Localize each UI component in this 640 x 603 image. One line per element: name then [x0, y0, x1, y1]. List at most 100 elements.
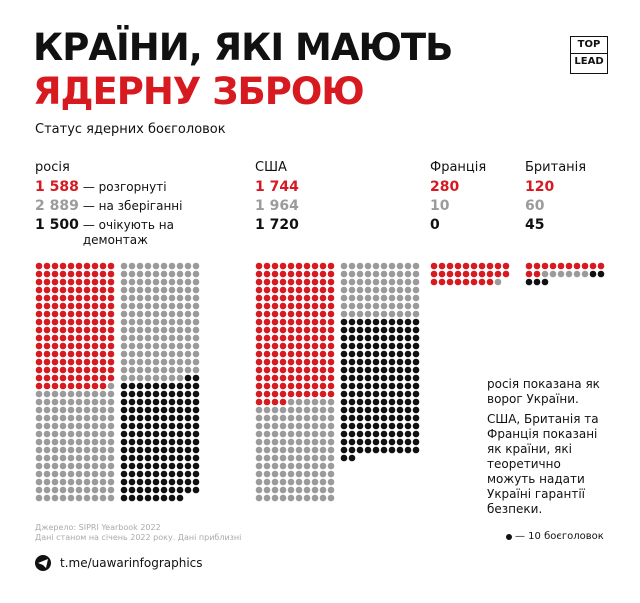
warhead-dot	[67, 310, 75, 318]
country-name: США	[255, 160, 287, 175]
warhead-dot	[75, 454, 83, 462]
warhead-dot	[35, 406, 43, 414]
warhead-dot	[340, 366, 348, 374]
warhead-dot	[319, 454, 327, 462]
warhead-dot	[303, 318, 311, 326]
warhead-dot	[51, 446, 59, 454]
warhead-dot	[83, 462, 91, 470]
stat-value: 2 889	[35, 198, 79, 214]
warhead-dot	[340, 390, 348, 398]
legend: — 10 боєголовок	[515, 531, 604, 542]
warhead-dot	[348, 414, 356, 422]
warhead-dot	[176, 342, 184, 350]
warhead-dot	[311, 462, 319, 470]
warhead-dot	[67, 438, 75, 446]
country-name: Франція	[430, 160, 487, 175]
warhead-dot	[168, 422, 176, 430]
warhead-dot	[412, 310, 420, 318]
warhead-dot	[279, 262, 287, 270]
warhead-dot	[396, 262, 404, 270]
warhead-dot	[91, 494, 99, 502]
warhead-dot	[136, 342, 144, 350]
warhead-dot	[184, 294, 192, 302]
warhead-dot	[192, 262, 200, 270]
warhead-dot	[144, 342, 152, 350]
warhead-dot	[160, 454, 168, 462]
warhead-dot	[91, 462, 99, 470]
warhead-dot	[91, 486, 99, 494]
warhead-dot	[404, 422, 412, 430]
warhead-dot	[35, 382, 43, 390]
warhead-dot	[348, 342, 356, 350]
warhead-dot	[303, 486, 311, 494]
warhead-dot	[120, 446, 128, 454]
warhead-dot	[67, 342, 75, 350]
warhead-dot	[319, 398, 327, 406]
warhead-dot	[99, 398, 107, 406]
note: США, Британія та Франція показані як кра…	[487, 412, 599, 516]
warhead-dot	[144, 390, 152, 398]
warhead-dot	[303, 358, 311, 366]
warhead-dot	[168, 318, 176, 326]
warhead-dot	[184, 398, 192, 406]
warhead-dot	[160, 310, 168, 318]
warhead-dot	[35, 358, 43, 366]
warhead-dot	[311, 430, 319, 438]
warhead-dot	[396, 406, 404, 414]
warhead-dot	[388, 294, 396, 302]
warhead-dot	[168, 334, 176, 342]
warhead-dot	[67, 446, 75, 454]
warhead-dot	[311, 422, 319, 430]
warhead-dot	[388, 270, 396, 278]
warhead-dot	[303, 462, 311, 470]
warhead-dot	[160, 462, 168, 470]
warhead-dot	[388, 326, 396, 334]
warhead-dot	[43, 374, 51, 382]
warhead-dot	[287, 262, 295, 270]
warhead-dot	[83, 430, 91, 438]
warhead-dot	[83, 470, 91, 478]
warhead-dot	[184, 278, 192, 286]
warhead-dot	[287, 438, 295, 446]
warhead-dot	[364, 278, 372, 286]
warhead-dot	[192, 406, 200, 414]
warhead-dot	[327, 350, 335, 358]
warhead-dot	[327, 462, 335, 470]
warhead-dot	[404, 430, 412, 438]
warhead-dot	[287, 310, 295, 318]
warhead-dot	[311, 318, 319, 326]
warhead-dot	[271, 406, 279, 414]
warhead-dot	[380, 302, 388, 310]
warhead-dot	[340, 374, 348, 382]
warhead-dot	[364, 310, 372, 318]
warhead-dot	[168, 350, 176, 358]
warhead-dot	[303, 478, 311, 486]
warhead-dot	[279, 286, 287, 294]
warhead-dot	[380, 398, 388, 406]
warhead-dot	[271, 494, 279, 502]
warhead-dot	[348, 438, 356, 446]
warhead-dot	[160, 398, 168, 406]
warhead-dot	[160, 286, 168, 294]
warhead-dot	[99, 302, 107, 310]
warhead-dot	[43, 486, 51, 494]
warhead-dot	[59, 390, 67, 398]
warhead-dot	[263, 270, 271, 278]
warhead-dot	[91, 286, 99, 294]
warhead-dot	[287, 454, 295, 462]
warhead-dot	[128, 374, 136, 382]
warhead-dot	[59, 270, 67, 278]
warhead-dot	[396, 294, 404, 302]
warhead-dot	[67, 270, 75, 278]
warhead-dot	[152, 422, 160, 430]
warhead-dot	[83, 414, 91, 422]
warhead-dot	[192, 342, 200, 350]
warhead-dot	[255, 414, 263, 422]
warhead-dot	[99, 278, 107, 286]
warhead-dot	[107, 278, 115, 286]
warhead-dot	[412, 398, 420, 406]
warhead-dot	[128, 470, 136, 478]
warhead-dot	[75, 334, 83, 342]
warhead-dot	[43, 390, 51, 398]
warhead-dot	[35, 430, 43, 438]
